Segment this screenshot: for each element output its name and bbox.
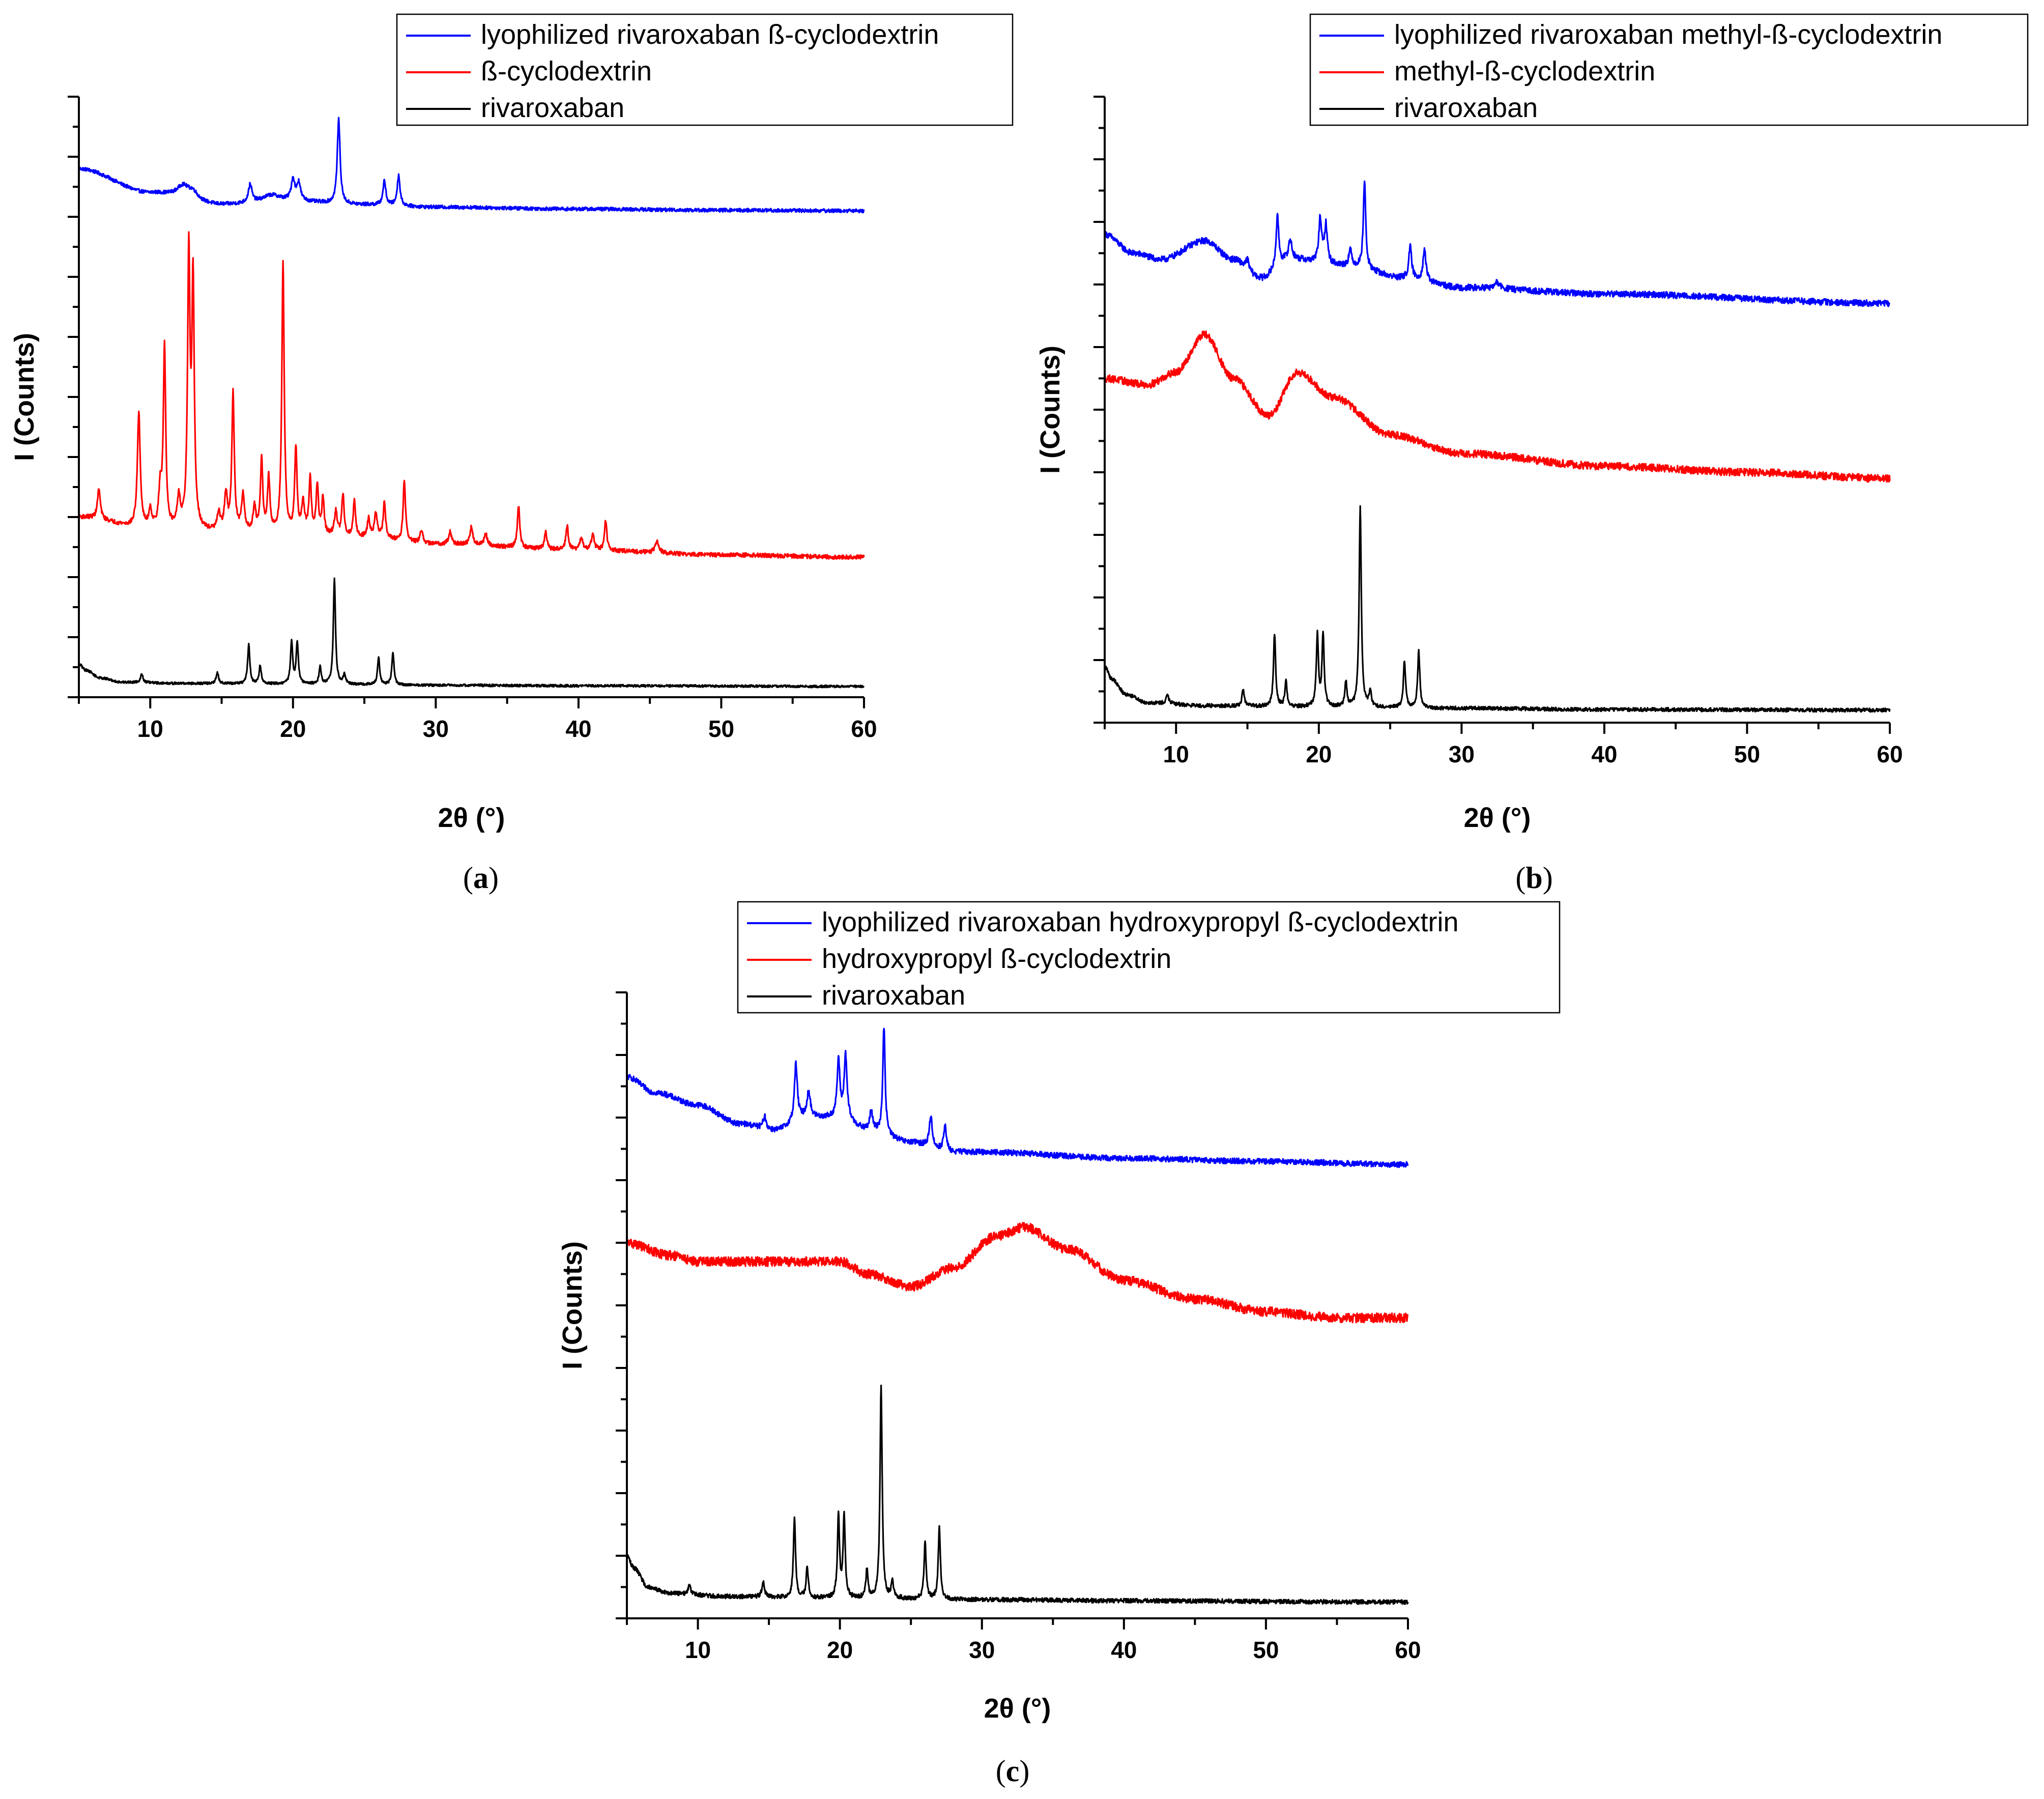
series-line-b-1 — [1104, 330, 1891, 483]
caption-paren-close: ) — [1543, 861, 1553, 895]
x-tick-label-c: 10 — [685, 1637, 711, 1663]
x-tick-label-c: 50 — [1253, 1637, 1279, 1663]
series-line-b-0 — [1104, 180, 1891, 307]
series-line-a-0 — [78, 117, 865, 214]
x-axis-title-b: 2θ (°) — [1464, 803, 1531, 833]
legend-label-c-1: hydroxypropyl ß-cyclodextrin — [822, 944, 1171, 974]
legend-b: lyophilized rivaroxaban methyl-ß-cyclode… — [1309, 13, 2029, 126]
caption-paren-open: ( — [996, 1754, 1006, 1788]
legend-c: lyophilized rivaroxaban hydroxypropyl ß-… — [737, 901, 1561, 1014]
chart-panel-c: 10 20 30 40 50 60 2θ (°) I (Counts) lyophilized … — [557, 901, 1561, 1788]
x-tick-label-b: 60 — [1877, 741, 1903, 767]
panel-caption-b: (b) — [1515, 861, 1552, 895]
caption-paren-open: ( — [1515, 861, 1525, 895]
legend-label-a-2: rivaroxaban — [481, 93, 624, 123]
series-line-b-2 — [1104, 505, 1891, 713]
x-tick-label-b: 20 — [1306, 741, 1332, 767]
x-tick-label-c: 20 — [827, 1637, 853, 1663]
legend-label-b-2: rivaroxaban — [1394, 93, 1538, 123]
x-tick-label-a: 60 — [851, 716, 877, 742]
caption-letter: a — [473, 861, 488, 895]
series-line-c-2 — [626, 1384, 1409, 1605]
x-tick-label-a: 20 — [280, 716, 306, 742]
legend-label-c-0: lyophilized rivaroxaban hydroxypropyl ß-… — [822, 907, 1459, 937]
caption-paren-close: ) — [488, 861, 499, 895]
x-tick-label-c: 40 — [1111, 1637, 1137, 1663]
caption-letter: c — [1006, 1754, 1020, 1788]
x-tick-label-a: 50 — [708, 716, 734, 742]
x-tick-label-a: 40 — [565, 716, 591, 742]
legend-label-b-0: lyophilized rivaroxaban methyl-ß-cyclode… — [1394, 19, 1942, 50]
legend-label-b-1: methyl-ß-cyclodextrin — [1394, 56, 1655, 87]
x-tick-label-a: 30 — [423, 716, 449, 742]
caption-paren-open: ( — [463, 861, 473, 895]
x-tick-label-b: 50 — [1734, 741, 1760, 767]
caption-letter: b — [1525, 861, 1542, 895]
legend-box-c — [737, 901, 1561, 1014]
x-tick-label-b: 30 — [1449, 741, 1475, 767]
panel-caption-a: (a) — [463, 861, 499, 895]
x-tick-label-c: 60 — [1395, 1637, 1421, 1663]
legend-a: lyophilized rivaroxaban ß-cyclodextrin ß-… — [396, 13, 1014, 126]
series-line-c-1 — [626, 1222, 1409, 1324]
series-line-a-2 — [78, 577, 865, 689]
caption-paren-close: ) — [1019, 1754, 1029, 1788]
y-axis-title-b: I (Counts) — [1035, 346, 1066, 474]
x-tick-label-c: 30 — [969, 1637, 995, 1663]
chart-panel-b: 10 20 30 40 50 60 2θ (°) I (Counts) lyophilized … — [1035, 13, 2029, 895]
legend-label-a-1: ß-cyclodextrin — [481, 56, 652, 87]
x-axis-title-a: 2θ (°) — [438, 803, 505, 833]
series-line-c-0 — [626, 1027, 1409, 1168]
legend-box-b — [1309, 13, 2029, 126]
x-axis-title-c: 2θ (°) — [984, 1693, 1051, 1724]
x-tick-label-b: 10 — [1163, 741, 1189, 767]
panel-caption-c: (c) — [996, 1754, 1030, 1788]
series-line-a-1 — [78, 231, 865, 560]
chart-panel-a: 10 20 30 40 50 60 2θ (°) I (Counts) lyophilized … — [9, 13, 1014, 895]
legend-label-c-2: rivaroxaban — [822, 980, 965, 1011]
x-tick-label-b: 40 — [1591, 741, 1617, 767]
legend-box-a — [396, 13, 1014, 126]
y-axis-title-a: I (Counts) — [9, 333, 40, 461]
x-tick-label-a: 10 — [137, 716, 163, 742]
legend-label-a-0: lyophilized rivaroxaban ß-cyclodextrin — [481, 19, 939, 50]
y-axis-title-c: I (Counts) — [557, 1241, 588, 1369]
